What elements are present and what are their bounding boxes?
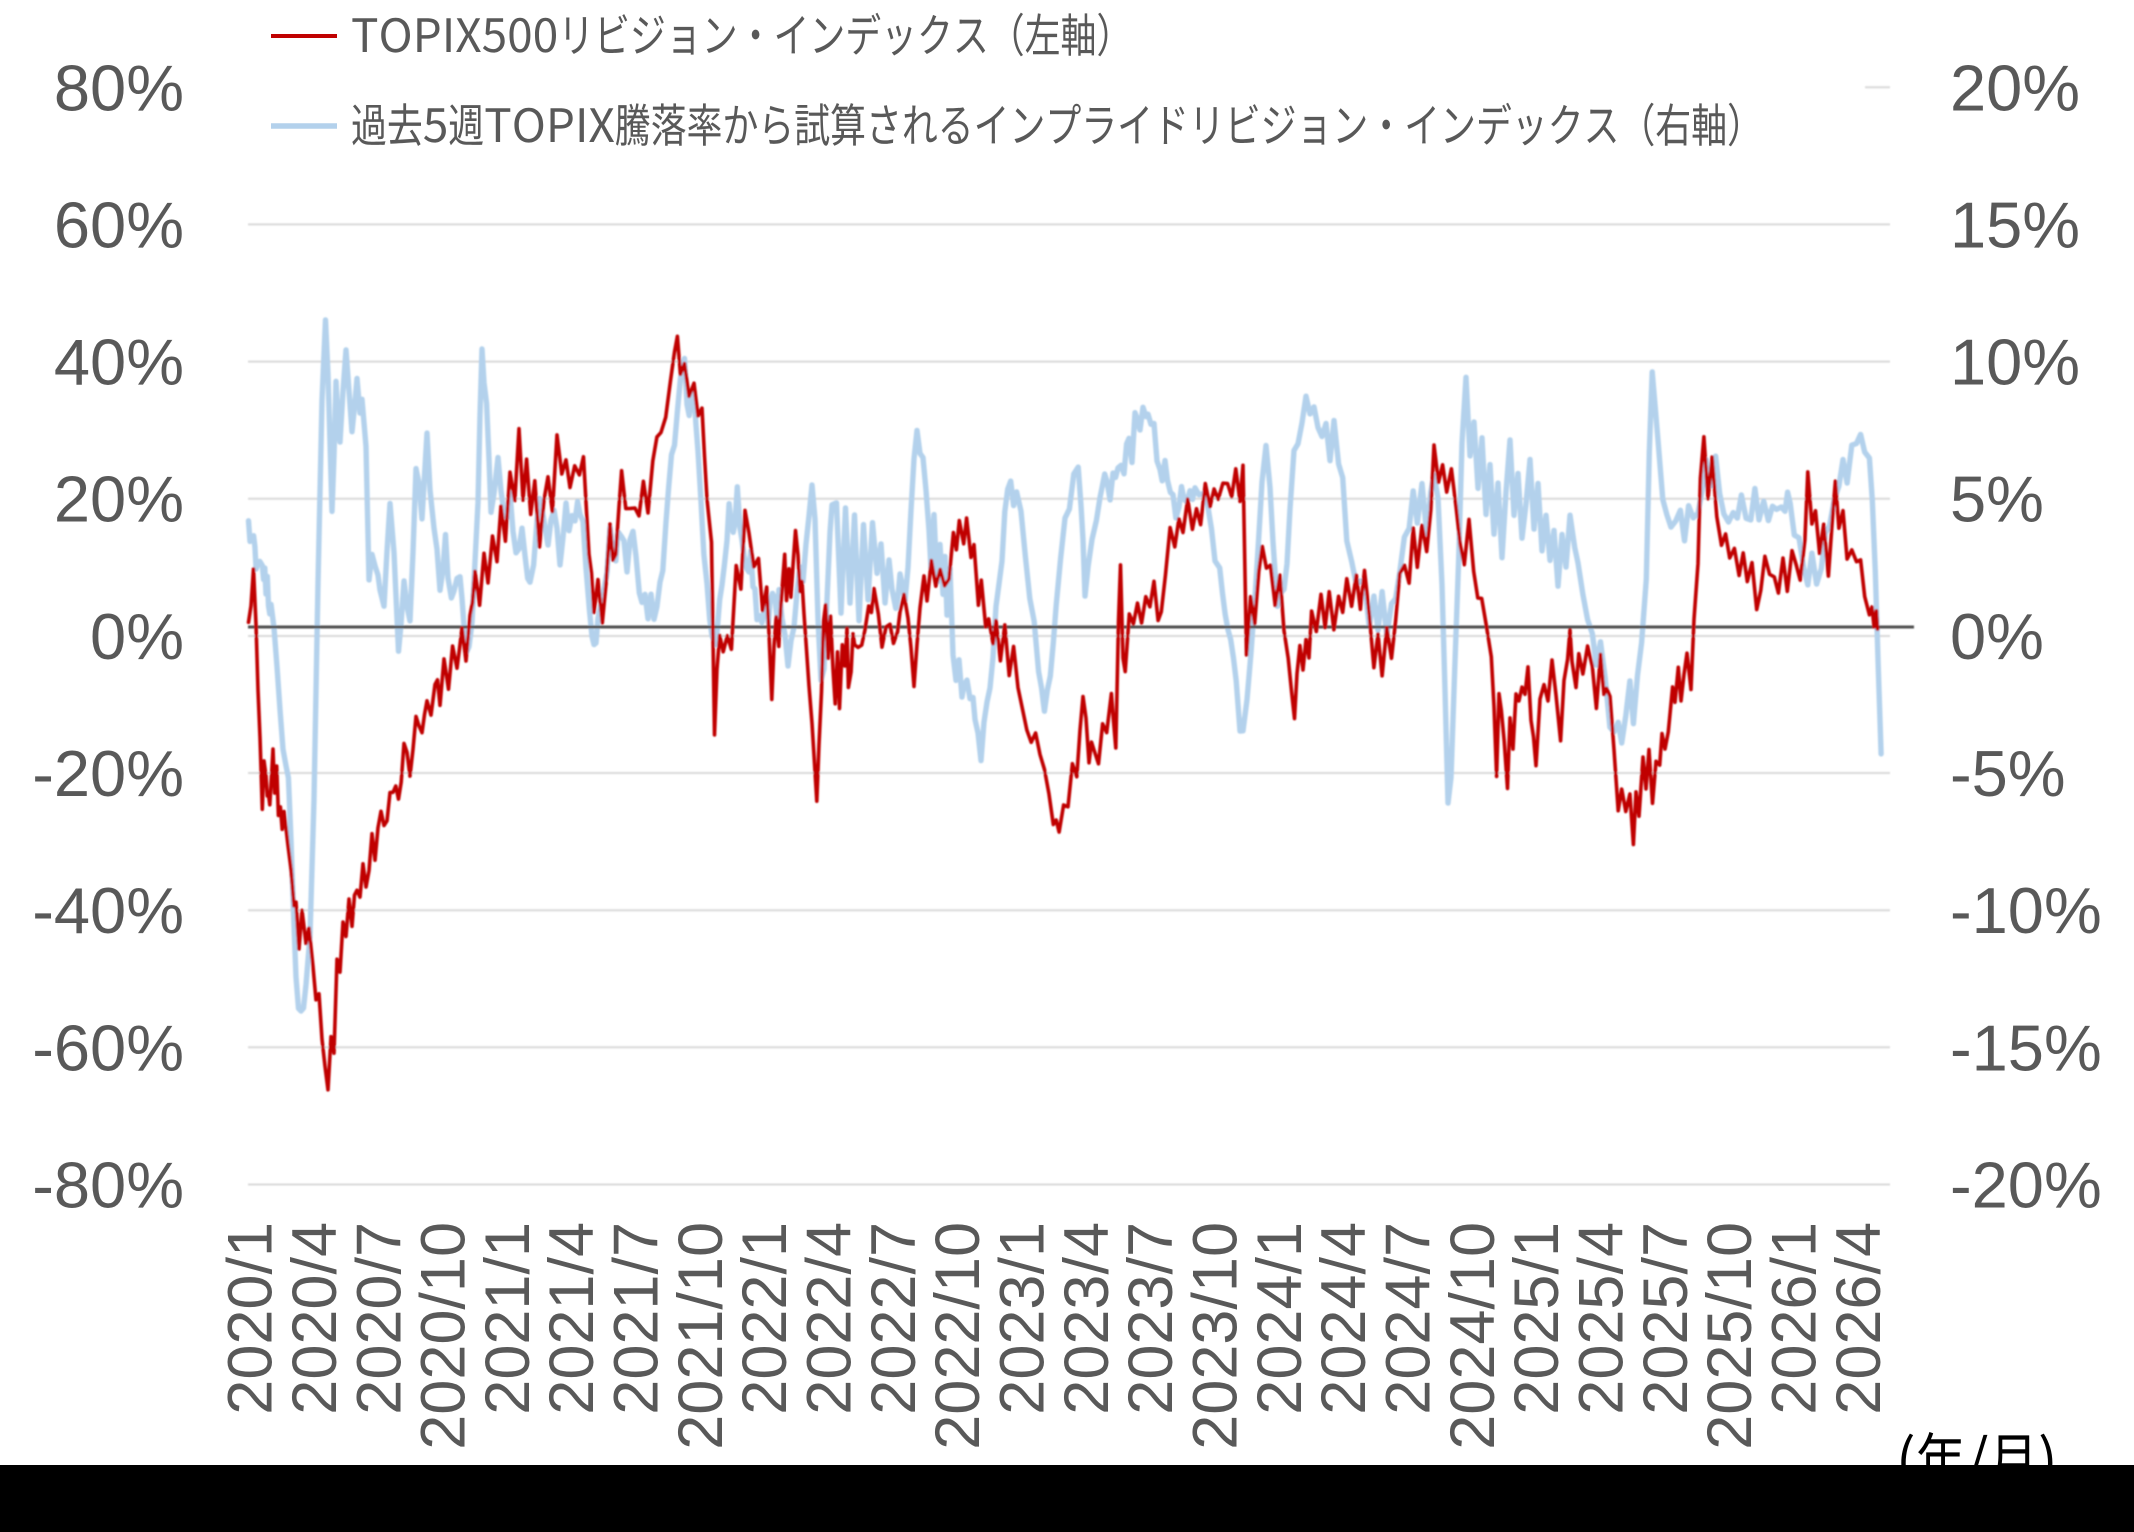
svg-text:2024/10: 2024/10 xyxy=(1438,1222,1508,1450)
svg-text:-40%: -40% xyxy=(32,874,184,947)
svg-text:2024/7: 2024/7 xyxy=(1374,1222,1444,1415)
svg-text:-20%: -20% xyxy=(32,737,184,810)
svg-text:2022/4: 2022/4 xyxy=(795,1222,865,1415)
svg-text:5%: 5% xyxy=(1950,463,2044,536)
svg-text:0%: 0% xyxy=(1950,600,2044,673)
svg-text:2025/7: 2025/7 xyxy=(1631,1222,1701,1415)
svg-text:15%: 15% xyxy=(1950,188,2080,261)
svg-text:2024/1: 2024/1 xyxy=(1245,1222,1315,1415)
svg-text:2021/4: 2021/4 xyxy=(537,1222,607,1415)
svg-text:2025/4: 2025/4 xyxy=(1567,1222,1637,1415)
svg-text:40%: 40% xyxy=(54,326,184,399)
svg-text:2022/7: 2022/7 xyxy=(859,1222,929,1415)
svg-text:2023/7: 2023/7 xyxy=(1116,1222,1186,1415)
svg-text:2020/4: 2020/4 xyxy=(280,1222,350,1415)
svg-text:-80%: -80% xyxy=(32,1149,184,1222)
svg-text:-60%: -60% xyxy=(32,1011,184,1084)
svg-text:-15%: -15% xyxy=(1950,1011,2102,1084)
svg-text:0%: 0% xyxy=(90,600,184,673)
svg-text:-10%: -10% xyxy=(1950,874,2102,947)
svg-text:2026/1: 2026/1 xyxy=(1760,1222,1830,1415)
svg-text:2021/7: 2021/7 xyxy=(602,1222,672,1415)
svg-text:2025/1: 2025/1 xyxy=(1502,1222,1572,1415)
svg-text:2022/10: 2022/10 xyxy=(923,1222,993,1450)
svg-text:2020/10: 2020/10 xyxy=(409,1222,479,1450)
svg-text:2024/4: 2024/4 xyxy=(1309,1222,1379,1415)
svg-text:2020/7: 2020/7 xyxy=(344,1222,414,1415)
svg-text:2023/4: 2023/4 xyxy=(1052,1222,1122,1415)
svg-text:2022/1: 2022/1 xyxy=(730,1222,800,1415)
svg-text:2020/1: 2020/1 xyxy=(216,1222,286,1415)
svg-text:2023/10: 2023/10 xyxy=(1181,1222,1251,1450)
svg-text:20%: 20% xyxy=(54,463,184,536)
svg-text:60%: 60% xyxy=(54,188,184,261)
svg-text:80%: 80% xyxy=(54,51,184,124)
svg-text:-5%: -5% xyxy=(1950,737,2066,810)
svg-text:2026/4: 2026/4 xyxy=(1824,1222,1894,1415)
svg-text:20%: 20% xyxy=(1950,51,2080,124)
svg-text:-20%: -20% xyxy=(1950,1149,2102,1222)
svg-text:2021/10: 2021/10 xyxy=(666,1222,736,1450)
svg-text:2025/10: 2025/10 xyxy=(1695,1222,1765,1450)
svg-text:2023/1: 2023/1 xyxy=(988,1222,1058,1415)
svg-text:2021/1: 2021/1 xyxy=(473,1222,543,1415)
svg-text:10%: 10% xyxy=(1950,326,2080,399)
